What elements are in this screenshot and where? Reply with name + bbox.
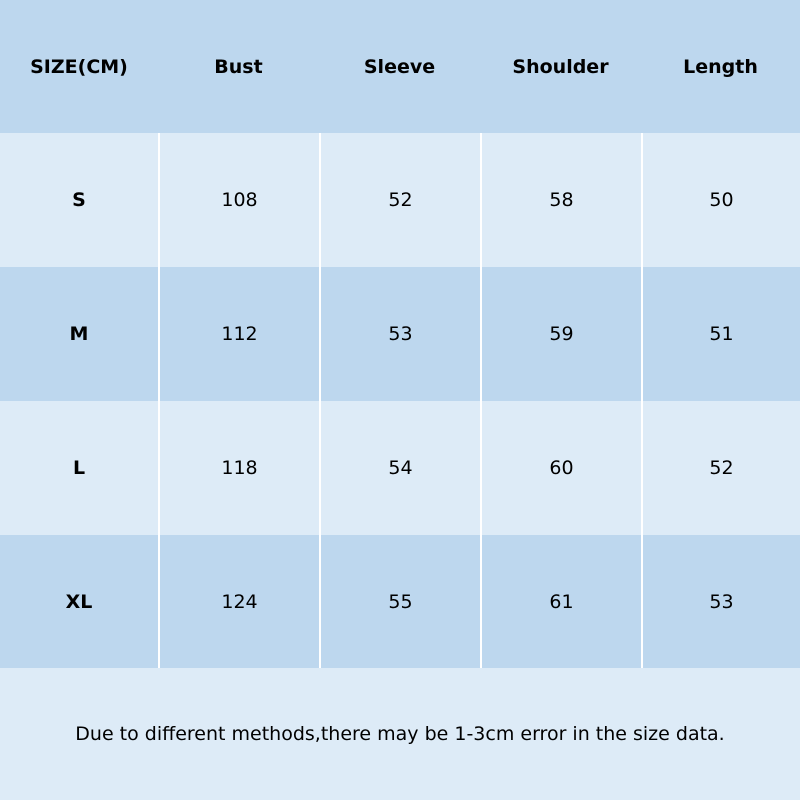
value-cell: 53: [319, 267, 480, 401]
value-cell: 112: [158, 267, 319, 401]
header-cell: Shoulder: [480, 0, 641, 133]
value-cell: 118: [158, 401, 319, 535]
size-cell: M: [0, 267, 158, 401]
value-cell: 52: [319, 133, 480, 267]
value-cell: 58: [480, 133, 641, 267]
value-cell: 53: [641, 535, 800, 668]
value-cell: 54: [319, 401, 480, 535]
value-cell: 52: [641, 401, 800, 535]
footer-note: Due to different methods,there may be 1-…: [0, 668, 800, 800]
header-cell: Sleeve: [319, 0, 480, 133]
value-cell: 60: [480, 401, 641, 535]
value-cell: 61: [480, 535, 641, 668]
value-cell: 108: [158, 133, 319, 267]
size-cell: S: [0, 133, 158, 267]
value-cell: 51: [641, 267, 800, 401]
header-cell: Length: [641, 0, 800, 133]
header-cell: SIZE(CM): [0, 0, 158, 133]
value-cell: 55: [319, 535, 480, 668]
size-cell: XL: [0, 535, 158, 668]
value-cell: 124: [158, 535, 319, 668]
size-cell: L: [0, 401, 158, 535]
value-cell: 50: [641, 133, 800, 267]
header-cell: Bust: [158, 0, 319, 133]
value-cell: 59: [480, 267, 641, 401]
